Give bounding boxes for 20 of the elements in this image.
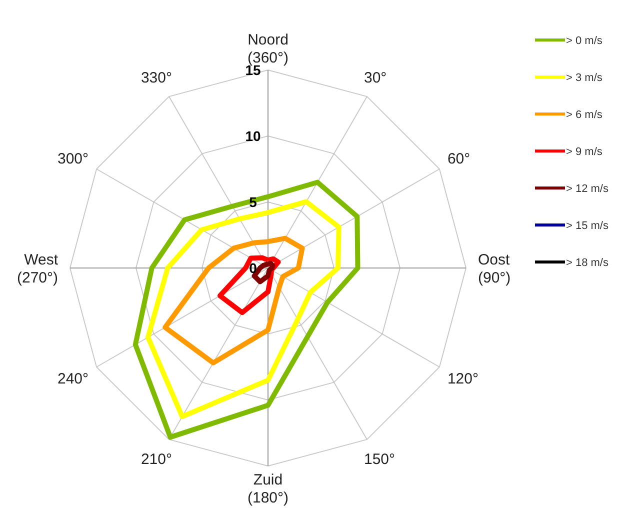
legend-label: > 18 m/s bbox=[566, 256, 609, 269]
spoke-label: 30° bbox=[364, 70, 387, 87]
legend-label: > 0 m/s bbox=[566, 34, 603, 47]
spoke-label: 150° bbox=[364, 450, 396, 468]
spoke-label: Zuid (180°) bbox=[247, 471, 289, 506]
spoke-label: West (270°) bbox=[16, 251, 59, 286]
legend-label: > 12 m/s bbox=[566, 182, 609, 195]
legend-label: > 3 m/s bbox=[566, 72, 603, 84]
spoke-label: 60° bbox=[447, 150, 470, 168]
spoke-label: 120° bbox=[447, 370, 478, 388]
spoke-label: Oost (90°) bbox=[478, 251, 511, 286]
spoke-label: 330° bbox=[140, 70, 172, 87]
spoke-label: 240° bbox=[58, 370, 89, 388]
legend-label: > 9 m/s bbox=[566, 146, 603, 158]
spoke-label: 300° bbox=[58, 150, 89, 168]
y-tick-label: 0 bbox=[249, 260, 258, 276]
y-tick-label: 10 bbox=[245, 128, 261, 144]
spoke-label: 210° bbox=[140, 450, 172, 468]
legend-label: > 15 m/s bbox=[566, 220, 609, 232]
legend-label: > 6 m/s bbox=[566, 108, 603, 121]
